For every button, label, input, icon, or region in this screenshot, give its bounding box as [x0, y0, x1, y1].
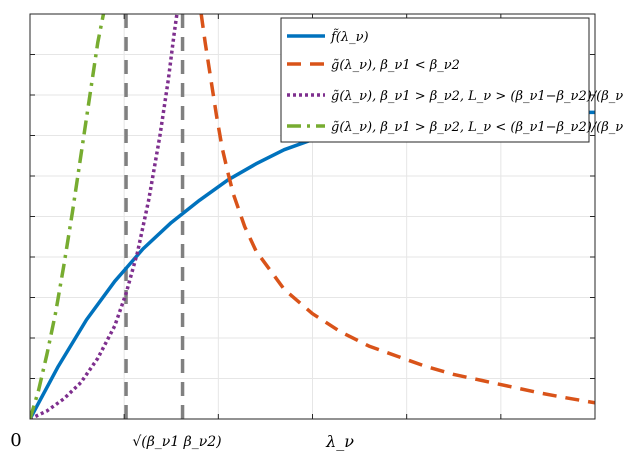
legend-box	[280, 17, 590, 143]
series-line-1	[199, 14, 595, 405]
x-tick-label-zero: 0	[10, 430, 21, 451]
legend-label-0: f̃(λ_ν)	[330, 28, 369, 45]
x-tick-label-sqrt-beta: √(β_ν1 β_ν2)	[132, 434, 221, 450]
legend-label-3: g̃(λ_ν), β_ν1 > β_ν2, L_ν < (β_ν1−β_ν2)/…	[331, 120, 623, 135]
series-line-3	[30, 14, 106, 419]
x-tick-label-sqrt-beta-text: √(β_ν1 β_ν2)	[132, 434, 221, 450]
legend: f̃(λ_ν) g̃(λ_ν), β_ν1 < β_ν2 g̃(λ_ν), β_ν1…	[280, 17, 623, 143]
legend-label-2: g̃(λ_ν), β_ν1 > β_ν2, L_ν > (β_ν1−β_ν2)/…	[331, 89, 623, 104]
legend-label-1: g̃(λ_ν), β_ν1 < β_ν2	[331, 58, 460, 73]
x-axis-label: λ_ν	[325, 432, 354, 451]
series-line-2	[30, 14, 179, 419]
